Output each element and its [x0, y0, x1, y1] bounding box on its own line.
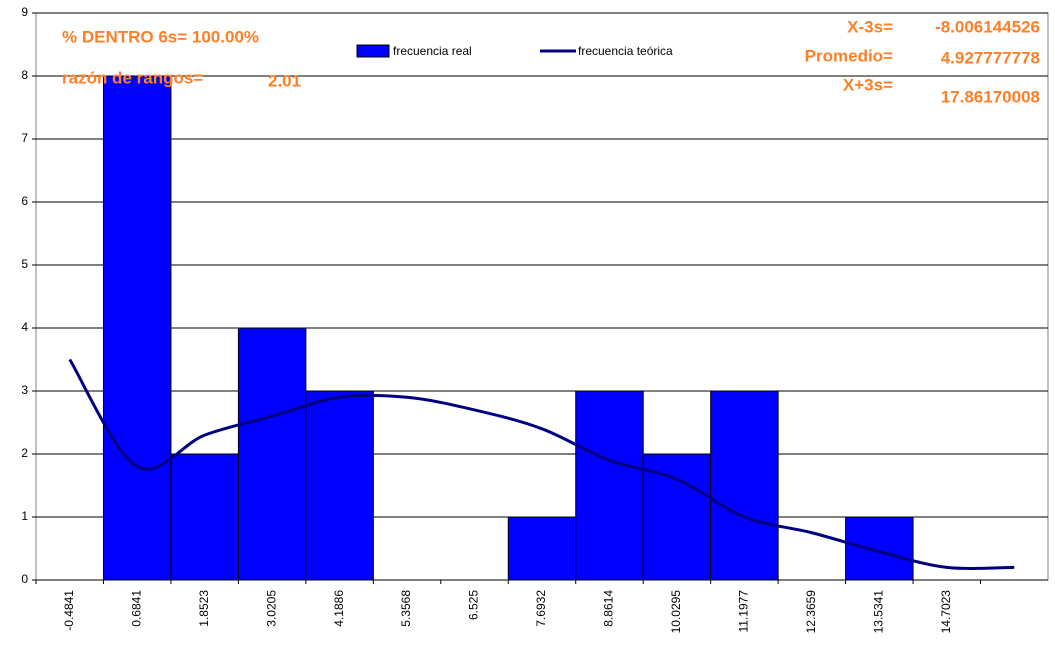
x-tick-label: 12.3659 [804, 590, 818, 634]
x-tick-label: 14.7023 [939, 590, 953, 634]
legend-swatch [356, 44, 390, 58]
bar [642, 453, 712, 581]
annotation: % DENTRO 6s= 100.00% [62, 27, 259, 46]
x-tick-label: 13.5341 [872, 590, 886, 634]
x-tick-label: 10.0295 [669, 590, 683, 634]
y-tick-label: 6 [21, 194, 28, 208]
x-tick-label: -0.4841 [62, 590, 76, 631]
x-tick-label: 6.525 [467, 590, 481, 620]
y-tick-label: 5 [21, 257, 28, 271]
y-tick-label: 7 [21, 131, 28, 145]
annotation: X+3s= [843, 75, 893, 94]
y-tick-label: 3 [21, 383, 28, 397]
x-tick-label: 7.6932 [534, 590, 548, 627]
y-tick-label: 0 [21, 572, 28, 586]
line [68, 358, 1015, 571]
marks [36, 75, 1048, 581]
annotation: -8.006144526 [935, 17, 1040, 36]
annotation: Promedio= [805, 46, 893, 65]
x-tick-label: 3.0205 [264, 590, 278, 627]
x-tick-label: 8.8614 [602, 590, 616, 627]
y-tick-label: 4 [21, 320, 28, 334]
annotation: 17.86170008 [941, 87, 1040, 106]
y-tick-label: 9 [21, 5, 28, 19]
bar [305, 390, 374, 581]
bar [845, 516, 914, 581]
x-tick-label: 0.6841 [129, 590, 143, 627]
x-tick-label: 11.1977 [737, 590, 751, 633]
bar [575, 390, 644, 581]
annotation: 2.01 [268, 71, 301, 90]
legend: frecuencia real frecuencia teórica [356, 44, 673, 58]
y-tick-label: 8 [21, 68, 28, 82]
annotation: X-3s= [847, 17, 893, 36]
bar [507, 516, 577, 581]
y-tick-label: 2 [21, 446, 28, 460]
x-tick-label: 4.1886 [332, 590, 346, 627]
y-tick-label: 1 [21, 509, 28, 523]
legend-label: frecuencia teórica [578, 44, 673, 58]
bar [710, 390, 779, 581]
bar [170, 453, 239, 581]
x-tick-label: 5.3568 [399, 590, 413, 627]
annotation: razón de rangos= [62, 68, 203, 87]
x-tick-label: 1.8523 [197, 590, 211, 627]
legend-label: frecuencia real [393, 44, 472, 58]
annotation: 4.927777778 [941, 48, 1040, 67]
bar [237, 327, 307, 581]
bar [102, 75, 172, 581]
